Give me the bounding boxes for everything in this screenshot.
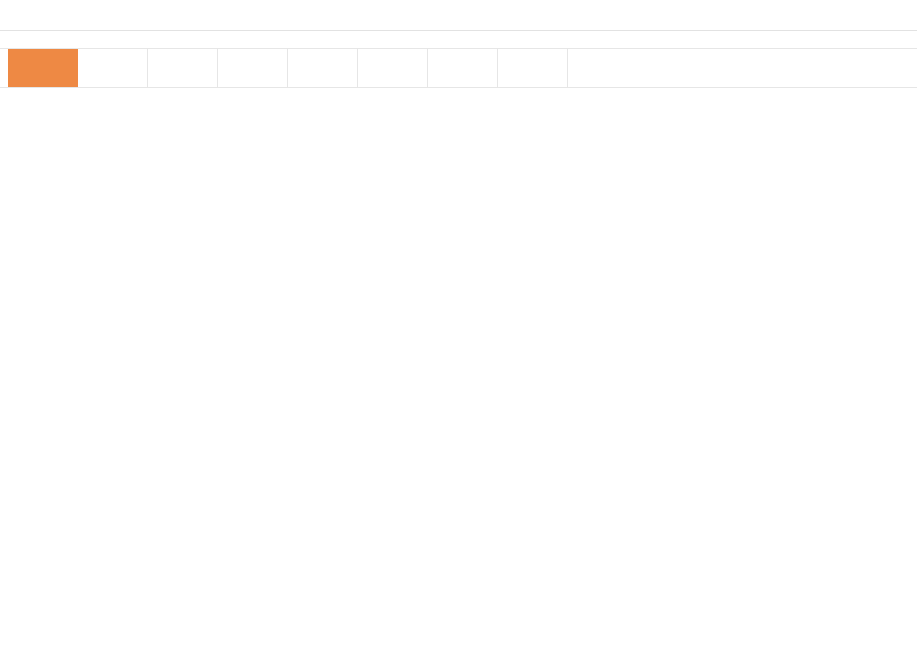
tab-60min[interactable] bbox=[428, 49, 498, 87]
tab-5min[interactable] bbox=[218, 49, 288, 87]
title-bar bbox=[0, 0, 917, 30]
tab-15min[interactable] bbox=[288, 49, 358, 87]
tab-4hour[interactable] bbox=[498, 49, 568, 87]
tab-month[interactable] bbox=[148, 49, 218, 87]
tab-day[interactable] bbox=[8, 49, 78, 87]
kline-chart-canvas bbox=[0, 88, 917, 647]
title-divider bbox=[0, 30, 917, 31]
chart-area bbox=[0, 88, 917, 647]
tab-week[interactable] bbox=[78, 49, 148, 87]
timeframe-tabs bbox=[0, 48, 917, 88]
tab-30min[interactable] bbox=[358, 49, 428, 87]
